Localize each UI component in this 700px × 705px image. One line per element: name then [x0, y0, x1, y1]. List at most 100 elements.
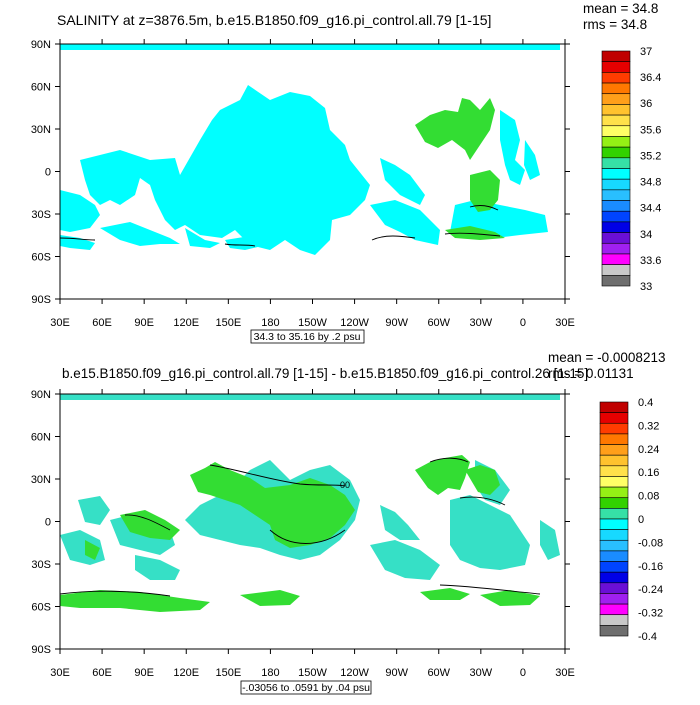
colorbar-swatch	[599, 603, 629, 616]
top-range-box: 34.3 to 35.16 by .2 psu	[250, 329, 365, 344]
lat-tick-label: 60S	[31, 602, 51, 614]
colorbar-swatch	[601, 232, 631, 244]
lon-tick-label: 30E	[555, 317, 575, 329]
top-lat-ticks: 90N 60N 30N 0 30S 60S 90S	[31, 39, 570, 306]
lon-tick-label: 90E	[134, 317, 154, 329]
colorbar-label: 0.4	[638, 397, 653, 409]
colorbar-label: 0.08	[638, 491, 659, 503]
colorbar-swatch	[601, 146, 631, 159]
colorbar-label: 37	[640, 46, 652, 58]
lon-tick-label: 30W	[470, 317, 493, 329]
lat-tick-label: 90S	[31, 294, 51, 306]
colorbar-swatch	[599, 614, 629, 626]
top-map: 90N 60N 30N 0 30S 60S 90S 30E 60E 90E 120E 150E 180…	[31, 39, 575, 329]
colorbar-swatch	[601, 210, 631, 223]
lon-tick-label: 180	[261, 667, 279, 679]
colorbar-swatch	[599, 433, 629, 445]
lon-tick-label: 120W	[340, 317, 369, 329]
colorbar-label: -0.16	[638, 561, 663, 573]
lon-tick-label: 150W	[298, 317, 327, 329]
lon-tick-label: 180	[261, 317, 279, 329]
bottom-contour-label: 00	[340, 480, 350, 490]
colorbar-swatch	[601, 50, 631, 62]
colorbar-label: 0.24	[638, 444, 659, 456]
colorbar-swatch	[601, 82, 631, 95]
colorbar-swatch	[599, 625, 629, 637]
colorbar-swatch	[599, 476, 629, 488]
colorbar-swatch	[601, 275, 631, 287]
bottom-panel: b.e15.B1850.f09_g16.pi_control.all.79 [1…	[31, 350, 665, 695]
colorbar-swatch	[599, 518, 629, 530]
lon-tick-label: 150E	[215, 667, 241, 679]
bottom-lat-ticks: 90N 60N 30N 0 30S 60S 90S	[31, 389, 570, 656]
colorbar-swatch	[601, 72, 631, 84]
lat-tick-label: 30S	[31, 559, 51, 571]
colorbar-swatch	[601, 168, 631, 180]
colorbar-swatch	[599, 593, 629, 605]
colorbar-label: 35.2	[640, 150, 661, 162]
colorbar-label: 0	[638, 514, 644, 526]
colorbar-swatch	[601, 200, 631, 212]
colorbar-label: 36	[640, 98, 652, 110]
colorbar-swatch	[601, 157, 631, 169]
bottom-colorbar: 0.4 0.32 0.24 0.16 0.08 0 -0.08 -0.16 -0.24 -0.32…	[599, 397, 663, 643]
lon-tick-label: 120E	[173, 667, 199, 679]
lon-tick-label: 90W	[385, 317, 408, 329]
lon-tick-label: 30E	[50, 667, 70, 679]
top-panel: SALINITY at z=3876.5m, b.e15.B1850.f09_g…	[31, 1, 661, 344]
colorbar-label: -0.32	[638, 608, 663, 620]
colorbar-swatch	[599, 571, 629, 584]
top-contours	[59, 205, 501, 247]
lat-tick-label: 60S	[31, 252, 51, 264]
colorbar-swatch	[601, 61, 631, 73]
lon-tick-label: 0	[520, 317, 526, 329]
colorbar-swatch	[599, 486, 629, 499]
lon-tick-label: 90E	[134, 667, 154, 679]
top-colorbar: 37 36.4 36 35.6 35.2 34.8 34.4 34 33.6 33	[601, 46, 661, 293]
lat-tick-label: 30N	[31, 124, 51, 136]
colorbar-label: 33	[640, 281, 652, 293]
colorbar-swatch	[601, 189, 631, 201]
colorbar-swatch	[599, 529, 629, 541]
colorbar-swatch	[601, 253, 631, 265]
colorbar-label: 36.4	[640, 72, 661, 84]
lon-tick-label: 0	[520, 667, 526, 679]
bottom-lon-ticks: 30E 60E 90E 120E 150E 180 150W 120W 90W 60W 30W 0 30…	[50, 389, 575, 679]
top-rms-label: rms = 34.8	[583, 17, 647, 32]
top-range-label: 34.3 to 35.16 by .2 psu	[254, 331, 361, 343]
colorbar-swatch	[599, 550, 629, 562]
colorbar-label: -0.24	[638, 584, 663, 596]
lon-tick-label: 90W	[385, 667, 408, 679]
colorbar-swatch	[601, 242, 631, 255]
lon-tick-label: 60E	[92, 317, 112, 329]
colorbar-swatch	[601, 114, 631, 127]
top-green-fill	[415, 98, 505, 240]
colorbar-label: 35.6	[640, 124, 661, 136]
bottom-contours	[59, 457, 541, 597]
colorbar-swatch	[599, 539, 629, 552]
top-mean-label: mean = 34.8	[583, 1, 658, 16]
bottom-green-fill	[60, 455, 540, 612]
lon-tick-label: 150W	[298, 667, 327, 679]
bottom-map: 00 90N 60N 30N 0 30S 60S 90S 30E 60E 90E 120E 150E…	[31, 389, 575, 679]
colorbar-swatch	[601, 93, 631, 105]
colorbar-swatch	[601, 125, 631, 137]
lat-tick-label: 60N	[31, 432, 51, 444]
bottom-rms-label: rms = 0.01131	[548, 366, 634, 381]
top-title: SALINITY at z=3876.5m, b.e15.B1850.f09_g…	[57, 12, 491, 28]
colorbar-label: -0.4	[638, 631, 657, 643]
colorbar-swatch	[601, 264, 631, 276]
lon-tick-label: 30E	[50, 317, 70, 329]
colorbar-swatch	[599, 582, 629, 594]
lat-tick-label: 30N	[31, 474, 51, 486]
top-lon-ticks: 30E 60E 90E 120E 150E 180 150W 120W 90W 60W 30W 0 30…	[50, 39, 575, 329]
lon-tick-label: 30E	[555, 667, 575, 679]
lon-tick-label: 120E	[173, 317, 199, 329]
lat-tick-label: 0	[45, 167, 51, 179]
bottom-range-box: -.03056 to .0591 by .04 psu	[240, 680, 372, 695]
colorbar-label: 34.8	[640, 177, 661, 189]
lat-tick-label: 0	[45, 517, 51, 529]
lon-tick-label: 120W	[340, 667, 369, 679]
colorbar-label: 33.6	[640, 255, 661, 267]
